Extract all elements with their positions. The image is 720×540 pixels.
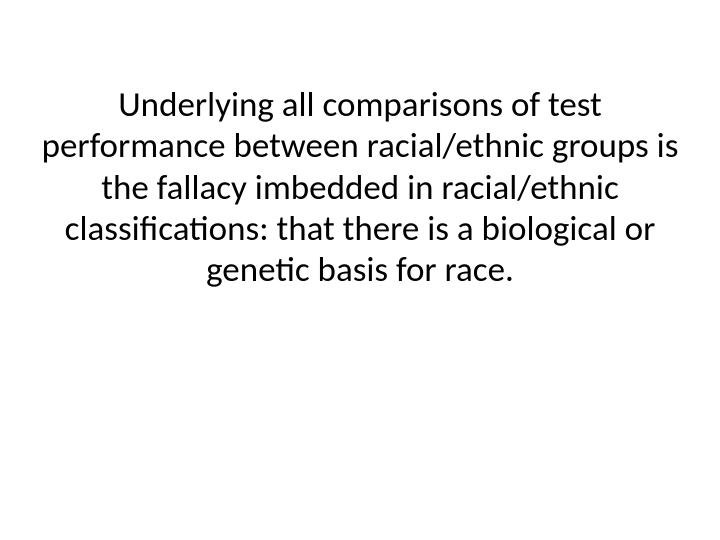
slide-container: Underlying all comparisons of test perfo… [0,0,720,540]
slide-body-text: Underlying all comparisons of test perfo… [40,85,680,291]
